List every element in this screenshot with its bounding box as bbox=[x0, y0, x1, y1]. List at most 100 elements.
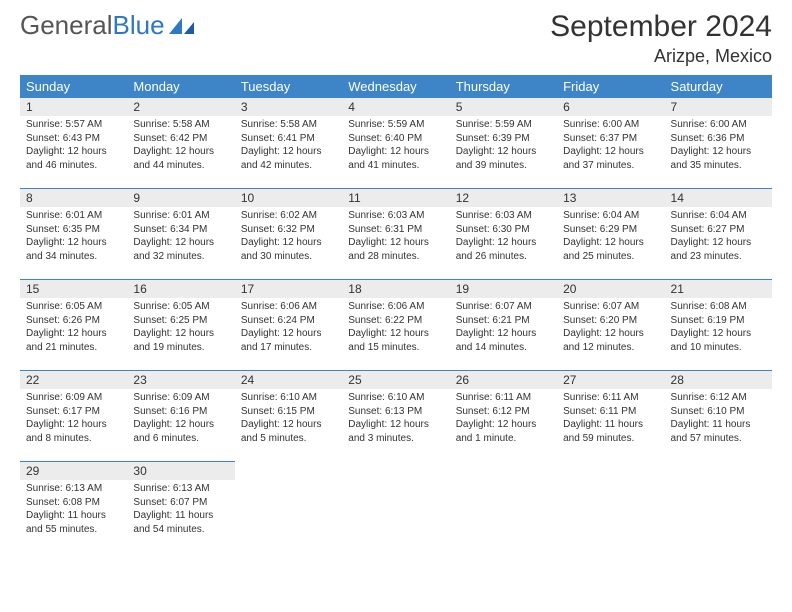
day-number: 7 bbox=[665, 98, 772, 116]
sunset-text: Sunset: 6:39 PM bbox=[456, 132, 551, 146]
sunrise-text: Sunrise: 6:00 AM bbox=[563, 118, 658, 132]
daylight-line2: and 55 minutes. bbox=[26, 523, 121, 537]
day-body: Sunrise: 6:09 AMSunset: 6:17 PMDaylight:… bbox=[20, 389, 127, 449]
daylight-line2: and 41 minutes. bbox=[348, 159, 443, 173]
day-cell: 22Sunrise: 6:09 AMSunset: 6:17 PMDayligh… bbox=[20, 371, 127, 462]
sunrise-text: Sunrise: 6:10 AM bbox=[241, 391, 336, 405]
sunrise-text: Sunrise: 6:07 AM bbox=[563, 300, 658, 314]
day-number: 13 bbox=[557, 189, 664, 207]
daylight-line2: and 5 minutes. bbox=[241, 432, 336, 446]
daylight-line1: Daylight: 12 hours bbox=[26, 418, 121, 432]
sunrise-text: Sunrise: 6:12 AM bbox=[671, 391, 766, 405]
sunset-text: Sunset: 6:43 PM bbox=[26, 132, 121, 146]
sunrise-text: Sunrise: 6:06 AM bbox=[241, 300, 336, 314]
day-number: 6 bbox=[557, 98, 664, 116]
day-cell: 17Sunrise: 6:06 AMSunset: 6:24 PMDayligh… bbox=[235, 280, 342, 371]
day-cell: 29Sunrise: 6:13 AMSunset: 6:08 PMDayligh… bbox=[20, 462, 127, 553]
sunset-text: Sunset: 6:29 PM bbox=[563, 223, 658, 237]
day-body: Sunrise: 6:10 AMSunset: 6:15 PMDaylight:… bbox=[235, 389, 342, 449]
sunset-text: Sunset: 6:36 PM bbox=[671, 132, 766, 146]
daylight-line2: and 57 minutes. bbox=[671, 432, 766, 446]
sunset-text: Sunset: 6:42 PM bbox=[133, 132, 228, 146]
day-cell bbox=[235, 462, 342, 553]
daylight-line1: Daylight: 12 hours bbox=[241, 418, 336, 432]
title-block: September 2024 Arizpe, Mexico bbox=[550, 10, 772, 67]
sunrise-text: Sunrise: 6:01 AM bbox=[133, 209, 228, 223]
sunrise-text: Sunrise: 5:59 AM bbox=[456, 118, 551, 132]
daylight-line2: and 10 minutes. bbox=[671, 341, 766, 355]
day-body: Sunrise: 5:58 AMSunset: 6:41 PMDaylight:… bbox=[235, 116, 342, 176]
sunset-text: Sunset: 6:12 PM bbox=[456, 405, 551, 419]
sunrise-text: Sunrise: 6:13 AM bbox=[133, 482, 228, 496]
daylight-line1: Daylight: 12 hours bbox=[133, 418, 228, 432]
weekday-header: Tuesday bbox=[235, 75, 342, 98]
daylight-line2: and 37 minutes. bbox=[563, 159, 658, 173]
day-body: Sunrise: 6:13 AMSunset: 6:07 PMDaylight:… bbox=[127, 480, 234, 540]
sunset-text: Sunset: 6:19 PM bbox=[671, 314, 766, 328]
daylight-line2: and 25 minutes. bbox=[563, 250, 658, 264]
sunset-text: Sunset: 6:34 PM bbox=[133, 223, 228, 237]
sunrise-text: Sunrise: 6:04 AM bbox=[563, 209, 658, 223]
sunset-text: Sunset: 6:15 PM bbox=[241, 405, 336, 419]
sunrise-text: Sunrise: 6:13 AM bbox=[26, 482, 121, 496]
daylight-line1: Daylight: 12 hours bbox=[563, 145, 658, 159]
day-cell: 15Sunrise: 6:05 AMSunset: 6:26 PMDayligh… bbox=[20, 280, 127, 371]
day-body: Sunrise: 6:06 AMSunset: 6:24 PMDaylight:… bbox=[235, 298, 342, 358]
daylight-line2: and 1 minute. bbox=[456, 432, 551, 446]
sunset-text: Sunset: 6:22 PM bbox=[348, 314, 443, 328]
day-cell: 23Sunrise: 6:09 AMSunset: 6:16 PMDayligh… bbox=[127, 371, 234, 462]
sunset-text: Sunset: 6:41 PM bbox=[241, 132, 336, 146]
sunset-text: Sunset: 6:10 PM bbox=[671, 405, 766, 419]
daylight-line2: and 34 minutes. bbox=[26, 250, 121, 264]
day-cell: 3Sunrise: 5:58 AMSunset: 6:41 PMDaylight… bbox=[235, 98, 342, 189]
day-body: Sunrise: 6:01 AMSunset: 6:35 PMDaylight:… bbox=[20, 207, 127, 267]
day-body: Sunrise: 6:02 AMSunset: 6:32 PMDaylight:… bbox=[235, 207, 342, 267]
sunset-text: Sunset: 6:16 PM bbox=[133, 405, 228, 419]
daylight-line1: Daylight: 12 hours bbox=[348, 327, 443, 341]
day-cell: 27Sunrise: 6:11 AMSunset: 6:11 PMDayligh… bbox=[557, 371, 664, 462]
day-body: Sunrise: 6:05 AMSunset: 6:25 PMDaylight:… bbox=[127, 298, 234, 358]
daylight-line1: Daylight: 11 hours bbox=[671, 418, 766, 432]
day-body: Sunrise: 6:08 AMSunset: 6:19 PMDaylight:… bbox=[665, 298, 772, 358]
day-body: Sunrise: 6:00 AMSunset: 6:37 PMDaylight:… bbox=[557, 116, 664, 176]
daylight-line2: and 44 minutes. bbox=[133, 159, 228, 173]
daylight-line1: Daylight: 12 hours bbox=[671, 145, 766, 159]
daylight-line1: Daylight: 12 hours bbox=[26, 327, 121, 341]
daylight-line1: Daylight: 12 hours bbox=[348, 145, 443, 159]
day-body: Sunrise: 6:07 AMSunset: 6:21 PMDaylight:… bbox=[450, 298, 557, 358]
day-number: 5 bbox=[450, 98, 557, 116]
daylight-line2: and 46 minutes. bbox=[26, 159, 121, 173]
sunrise-text: Sunrise: 6:02 AM bbox=[241, 209, 336, 223]
sunset-text: Sunset: 6:13 PM bbox=[348, 405, 443, 419]
daylight-line2: and 12 minutes. bbox=[563, 341, 658, 355]
day-body: Sunrise: 6:11 AMSunset: 6:12 PMDaylight:… bbox=[450, 389, 557, 449]
day-number: 25 bbox=[342, 371, 449, 389]
week-row: 15Sunrise: 6:05 AMSunset: 6:26 PMDayligh… bbox=[20, 280, 772, 371]
day-number: 19 bbox=[450, 280, 557, 298]
daylight-line2: and 23 minutes. bbox=[671, 250, 766, 264]
day-number: 26 bbox=[450, 371, 557, 389]
day-number: 11 bbox=[342, 189, 449, 207]
day-cell bbox=[342, 462, 449, 553]
logo-sail-icon bbox=[169, 16, 195, 36]
day-cell: 12Sunrise: 6:03 AMSunset: 6:30 PMDayligh… bbox=[450, 189, 557, 280]
daylight-line1: Daylight: 12 hours bbox=[26, 145, 121, 159]
daylight-line1: Daylight: 12 hours bbox=[456, 236, 551, 250]
sunset-text: Sunset: 6:27 PM bbox=[671, 223, 766, 237]
day-number: 14 bbox=[665, 189, 772, 207]
daylight-line1: Daylight: 12 hours bbox=[26, 236, 121, 250]
logo-text-blue: Blue bbox=[113, 10, 165, 41]
daylight-line2: and 42 minutes. bbox=[241, 159, 336, 173]
day-cell bbox=[557, 462, 664, 553]
daylight-line1: Daylight: 12 hours bbox=[563, 327, 658, 341]
day-body: Sunrise: 5:59 AMSunset: 6:40 PMDaylight:… bbox=[342, 116, 449, 176]
day-cell: 28Sunrise: 6:12 AMSunset: 6:10 PMDayligh… bbox=[665, 371, 772, 462]
calendar-table: Sunday Monday Tuesday Wednesday Thursday… bbox=[20, 75, 772, 552]
day-cell: 21Sunrise: 6:08 AMSunset: 6:19 PMDayligh… bbox=[665, 280, 772, 371]
location: Arizpe, Mexico bbox=[550, 46, 772, 67]
day-body: Sunrise: 6:04 AMSunset: 6:27 PMDaylight:… bbox=[665, 207, 772, 267]
sunrise-text: Sunrise: 6:06 AM bbox=[348, 300, 443, 314]
day-cell: 20Sunrise: 6:07 AMSunset: 6:20 PMDayligh… bbox=[557, 280, 664, 371]
sunset-text: Sunset: 6:26 PM bbox=[26, 314, 121, 328]
day-cell: 24Sunrise: 6:10 AMSunset: 6:15 PMDayligh… bbox=[235, 371, 342, 462]
